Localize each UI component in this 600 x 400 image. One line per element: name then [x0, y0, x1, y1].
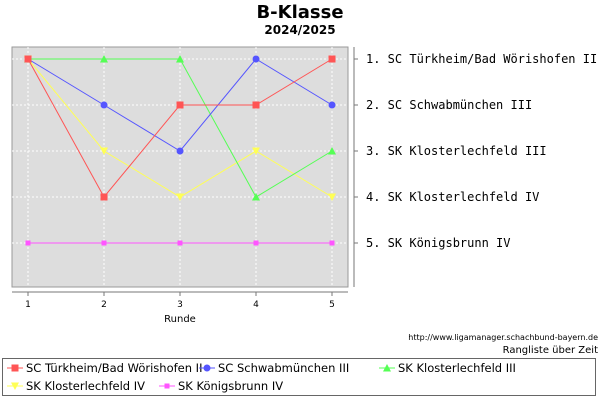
data-point — [328, 55, 336, 63]
data-point — [203, 364, 211, 372]
data-point — [329, 240, 335, 246]
series-sk-klosterlechfeld-iii — [24, 55, 336, 201]
rank-label: 3. SK Klosterlechfeld III — [366, 144, 547, 158]
data-point — [252, 101, 260, 109]
legend-label: SC Schwabmünchen III — [218, 361, 350, 375]
data-point — [252, 55, 260, 63]
data-point — [100, 55, 108, 63]
legend-marker — [379, 364, 395, 372]
x-tick-label: 1 — [25, 300, 31, 310]
data-point — [100, 101, 108, 109]
rank-label: 4. SK Klosterlechfeld IV — [366, 190, 539, 204]
data-point — [11, 382, 19, 390]
rank-labels: 1. SC Türkheim/Bad Wörishofen II 2. SC Sc… — [353, 47, 597, 287]
series-sk-k-nigsbrunn-iv — [25, 240, 335, 246]
data-point — [176, 193, 184, 201]
series-sc-schwabm-nchen-iii — [24, 55, 336, 155]
x-tick-label: 2 — [101, 300, 107, 310]
data-point — [328, 193, 336, 201]
legend-label: SK Königsbrunn IV — [178, 379, 284, 393]
rank-label: 1. SC Türkheim/Bad Wörishofen II — [366, 52, 597, 66]
data-point — [25, 240, 31, 246]
data-point — [176, 101, 184, 109]
data-point — [253, 240, 259, 246]
legend-item: SC Schwabmünchen III — [199, 361, 349, 375]
x-axis-label: Runde — [164, 314, 196, 325]
chart-title: B-Klasse — [256, 2, 344, 23]
legend-marker — [7, 382, 23, 390]
data-point — [252, 147, 260, 155]
legend-label: SK Klosterlechfeld III — [398, 361, 516, 375]
data-point — [177, 240, 183, 246]
data-point — [176, 147, 184, 155]
data-point — [252, 193, 260, 201]
data-point — [101, 240, 107, 246]
rank-label: 2. SC Schwabmünchen III — [366, 98, 532, 112]
data-point — [24, 55, 32, 63]
legend-marker — [159, 383, 175, 389]
data-point — [100, 193, 108, 201]
x-tick-label: 3 — [177, 300, 183, 310]
legend-label: SK Klosterlechfeld IV — [26, 379, 145, 393]
series-lines — [24, 55, 336, 246]
data-point — [383, 364, 391, 372]
legend-label: SC Türkheim/Bad Wörishofen II — [26, 361, 203, 375]
x-tick-label: 4 — [253, 300, 259, 310]
data-point — [100, 147, 108, 155]
legend-marker — [199, 364, 215, 372]
data-point — [328, 147, 336, 155]
series-sc-t-rkheim-bad-w-rishofen-ii — [24, 55, 336, 201]
source-url: http://www.ligamanager.schachbund-bayern… — [408, 333, 598, 342]
chart-subtitle: 2024/2025 — [264, 23, 336, 37]
legend-item: SK Königsbrunn IV — [159, 379, 283, 393]
data-point — [11, 364, 19, 372]
legend-item: SK Klosterlechfeld IV — [7, 379, 145, 393]
rank-label: 5. SK Königsbrunn IV — [366, 236, 511, 250]
legend-marker — [7, 364, 23, 372]
data-point — [328, 101, 336, 109]
legend: SC Türkheim/Bad Wörishofen II SC Schwabmü… — [2, 358, 596, 396]
legend-item: SC Türkheim/Bad Wörishofen II — [7, 361, 202, 375]
x-axis: 1 2 3 4 5 — [12, 291, 348, 310]
data-point — [176, 55, 184, 63]
legend-item: SK Klosterlechfeld III — [379, 361, 516, 375]
data-point — [164, 383, 170, 389]
x-tick-label: 5 — [329, 300, 335, 310]
ranking-note: Rangliste über Zeit — [502, 345, 598, 356]
